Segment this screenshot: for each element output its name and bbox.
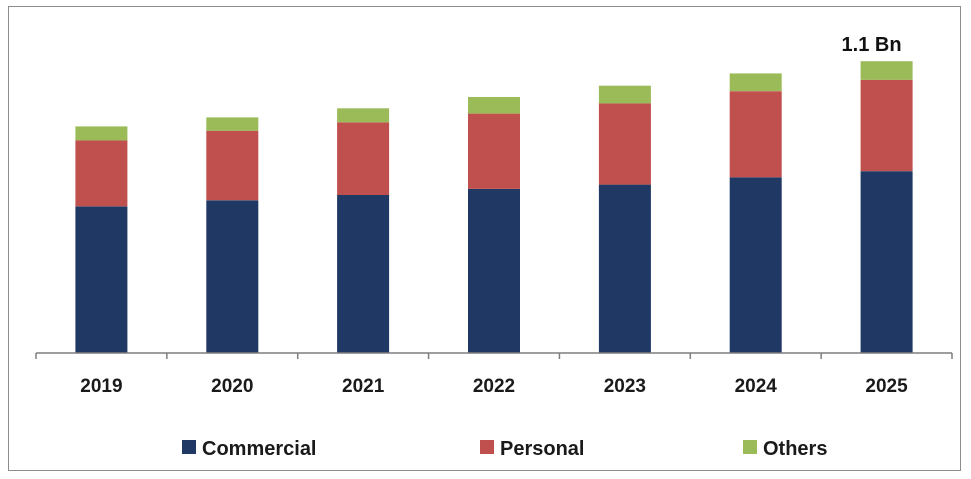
bar-segment-others-2024 [729, 73, 782, 92]
bar-segment-others-2020 [206, 117, 259, 131]
bar-segment-personal-2025 [860, 79, 913, 172]
bar-segment-personal-2022 [468, 113, 520, 189]
bar-segment-personal-2020 [206, 130, 259, 201]
bar-segment-commercial-2024 [729, 177, 782, 353]
bar-segment-personal-2024 [729, 91, 782, 178]
bar-segment-others-2021 [337, 108, 390, 123]
bar-segment-personal-2021 [337, 122, 390, 195]
x-tick-label-2024: 2024 [735, 376, 778, 397]
x-tick-label-2019: 2019 [80, 376, 122, 397]
bar-segment-commercial-2020 [206, 200, 259, 353]
x-tick-label-2021: 2021 [342, 376, 385, 397]
legend: Commercial Personal Others [182, 438, 827, 460]
legend-label-commercial: Commercial [202, 438, 317, 460]
x-tick-label-2022: 2022 [473, 376, 515, 397]
legend-swatch-commercial [182, 440, 196, 454]
bar-segment-personal-2019 [75, 140, 128, 207]
bar-segment-others-2022 [468, 97, 520, 114]
x-tick-label-2020: 2020 [211, 376, 253, 397]
bars-group [75, 61, 913, 353]
legend-label-personal: Personal [500, 438, 584, 460]
bar-segment-commercial-2023 [598, 184, 651, 353]
bar-segment-others-2025 [860, 61, 913, 80]
legend-label-others: Others [763, 438, 827, 460]
x-tick-label-2023: 2023 [604, 376, 646, 397]
bar-segment-others-2019 [75, 126, 128, 141]
legend-swatch-others [743, 440, 757, 454]
bar-segment-commercial-2021 [337, 195, 390, 353]
total-annotation: 1.1 Bn [842, 34, 902, 56]
x-axis-ticks [35, 353, 953, 359]
bar-segment-commercial-2025 [860, 171, 913, 353]
bar-segment-commercial-2022 [468, 188, 520, 353]
x-tick-label-2025: 2025 [865, 376, 908, 397]
bar-segment-others-2023 [598, 85, 651, 104]
bar-segment-personal-2023 [598, 103, 651, 185]
legend-swatch-personal [480, 440, 494, 454]
bar-segment-commercial-2019 [75, 206, 128, 353]
x-axis-tick-labels: 2019 2020 2021 2022 2023 2024 2025 [80, 376, 908, 397]
